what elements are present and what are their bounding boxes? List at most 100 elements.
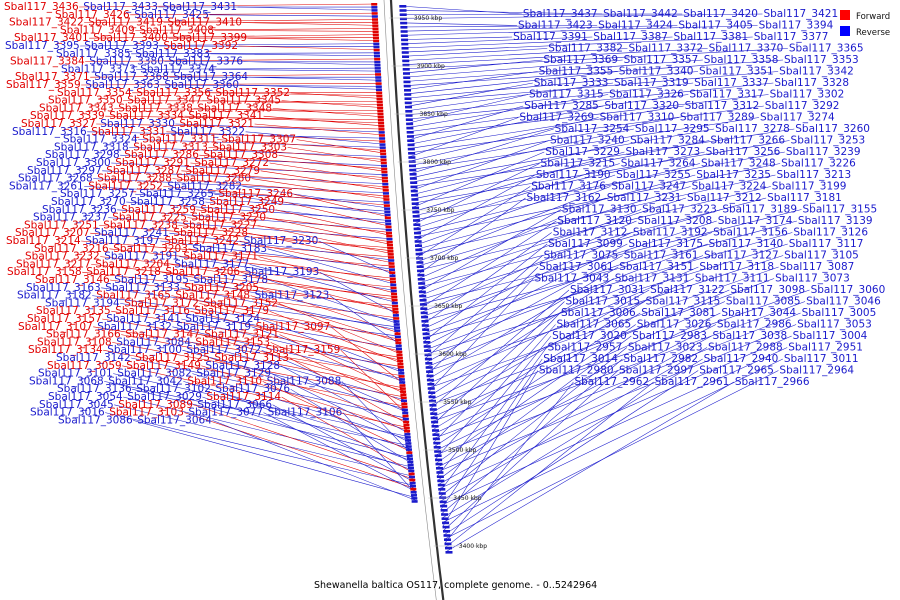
left-leader-line xyxy=(99,225,394,249)
left-feature-mark xyxy=(388,259,395,262)
left-leader-line xyxy=(191,342,408,401)
right-feature-mark xyxy=(417,278,425,281)
right-feature-mark xyxy=(421,315,429,319)
left-feature-mark xyxy=(383,201,390,204)
left-feature-mark xyxy=(373,51,380,55)
left-gene-label: Sbal117_3066 xyxy=(197,399,272,411)
left-feature-mark xyxy=(388,268,395,271)
left-feature-mark xyxy=(384,210,391,213)
left-feature-mark xyxy=(398,375,405,378)
left-gene-label: Sbal117_3016 xyxy=(30,407,105,419)
left-feature-mark xyxy=(400,399,407,403)
left-feature-mark xyxy=(384,213,391,217)
left-feature-mark xyxy=(402,411,409,415)
left-gene-label: Sbal117_3419 xyxy=(88,17,163,29)
left-feature-mark xyxy=(393,317,400,320)
right-feature-mark xyxy=(406,135,414,138)
left-gene-label: Sbal117_3157 xyxy=(27,313,102,325)
right-gene-label: Sbal117_3317 xyxy=(689,89,764,101)
left-feature-mark xyxy=(382,189,389,192)
right-gene-label: Sbal117_3130 xyxy=(562,204,637,216)
right-feature-mark xyxy=(433,441,441,445)
left-leader-line xyxy=(329,295,402,346)
right-feature-mark xyxy=(439,500,447,504)
left-feature-mark xyxy=(391,292,398,296)
left-leader-line xyxy=(266,217,394,246)
right-feature-mark xyxy=(401,38,409,42)
left-feature-mark xyxy=(392,308,399,311)
right-feature-mark xyxy=(414,240,422,243)
right-leader-line xyxy=(413,163,540,225)
left-leader-line xyxy=(214,193,391,215)
right-leader-line xyxy=(439,347,628,498)
left-leader-line xyxy=(267,248,397,285)
left-gene-label: Sbal117_3257 xyxy=(60,188,135,200)
left-leader-line xyxy=(82,271,399,307)
left-gene-label: Sbal117_3123 xyxy=(255,290,330,302)
left-leader-line xyxy=(135,28,379,31)
left-gene-label: Sbal117_3086 xyxy=(58,414,133,426)
tick-label: 3900 kbp xyxy=(417,63,445,70)
left-feature-mark xyxy=(380,158,387,162)
left-gene-label: Sbal117_3270 xyxy=(51,196,126,208)
left-leader-line xyxy=(340,350,409,416)
left-feature-mark xyxy=(375,82,382,85)
right-leader-line xyxy=(422,232,713,334)
left-feature-mark xyxy=(396,356,403,360)
left-leader-line xyxy=(202,100,383,105)
left-leader-line xyxy=(190,310,404,362)
left-feature-mark xyxy=(394,335,401,339)
right-leader-line xyxy=(410,128,715,183)
right-feature-mark xyxy=(412,206,420,210)
right-gene-label: Sbal117_3181 xyxy=(767,192,842,204)
right-feature-mark xyxy=(404,89,412,92)
left-feature-mark xyxy=(403,420,410,424)
right-leader-line xyxy=(413,163,701,234)
right-gene-label: Sbal117_3437 xyxy=(523,8,598,20)
right-leader-line xyxy=(400,25,678,32)
right-feature-mark xyxy=(408,156,416,159)
right-gene-label: Sbal117_3372 xyxy=(628,43,703,55)
right-gene-label: Sbal117_3369 xyxy=(543,54,618,66)
right-feature-mark xyxy=(443,530,451,533)
left-leader-line xyxy=(123,100,383,102)
left-leader-line xyxy=(284,201,392,227)
left-feature-mark xyxy=(395,338,402,342)
right-feature-mark xyxy=(408,160,416,163)
left-leader-line xyxy=(330,326,406,386)
left-gene-label: Sbal117_3227 xyxy=(182,219,257,231)
right-feature-mark xyxy=(424,349,432,352)
left-leader-line xyxy=(263,412,417,493)
left-gene-label: Sbal117_3313 xyxy=(133,141,208,153)
left-feature-mark xyxy=(381,170,388,174)
left-leader-line xyxy=(178,225,394,252)
right-gene-label: Sbal117_3260 xyxy=(795,123,870,135)
left-feature-mark xyxy=(377,118,384,122)
left-leader-line xyxy=(121,334,406,389)
left-feature-mark xyxy=(378,131,385,134)
right-feature-mark xyxy=(438,488,446,491)
left-leader-line xyxy=(272,108,384,118)
left-feature-mark xyxy=(378,121,385,125)
right-leader-line xyxy=(412,151,705,217)
left-feature-mark xyxy=(394,329,401,332)
right-feature-mark xyxy=(419,294,427,298)
left-feature-mark xyxy=(374,67,381,70)
right-feature-mark xyxy=(407,139,415,142)
left-leader-line xyxy=(217,139,386,151)
right-leader-line xyxy=(420,220,637,313)
right-feature-mark xyxy=(436,475,444,478)
right-feature-mark xyxy=(399,13,407,16)
left-feature-mark xyxy=(410,494,417,497)
right-leader-line xyxy=(402,48,548,57)
right-gene-label: Sbal117_2965 xyxy=(699,365,774,377)
right-feature-mark xyxy=(408,152,416,155)
left-gene-label: Sbal117_3433 xyxy=(83,1,158,13)
left-feature-mark xyxy=(372,30,379,34)
right-leader-line xyxy=(424,243,788,355)
right-feature-mark xyxy=(417,269,425,273)
left-feature-mark xyxy=(376,94,383,98)
left-feature-mark xyxy=(410,491,417,494)
left-leader-line xyxy=(296,139,387,154)
left-leader-line xyxy=(168,37,379,39)
